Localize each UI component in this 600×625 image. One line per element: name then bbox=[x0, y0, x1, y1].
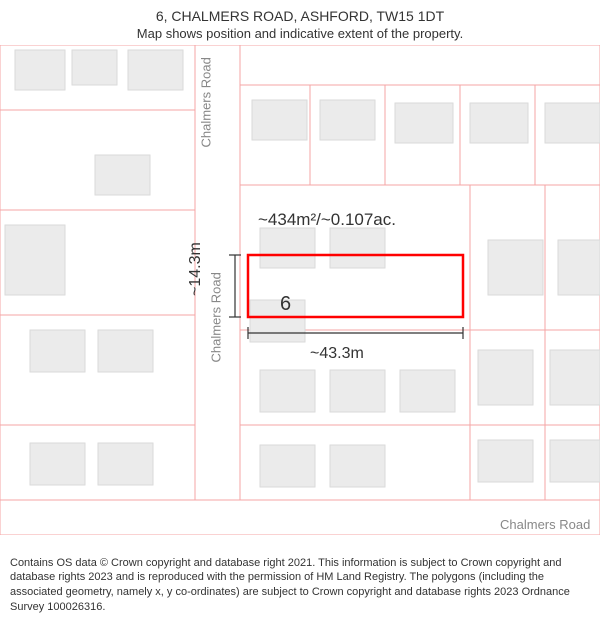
page-subtitle: Map shows position and indicative extent… bbox=[0, 26, 600, 41]
area-label: ~434m²/~0.107ac. bbox=[258, 210, 396, 230]
header: 6, CHALMERS ROAD, ASHFORD, TW15 1DT Map … bbox=[0, 0, 600, 45]
road-label-1: Chalmers Road bbox=[209, 272, 224, 362]
road-label-2: Chalmers Road bbox=[500, 517, 590, 532]
plot-number: 6 bbox=[280, 293, 291, 316]
map-svg bbox=[0, 45, 600, 535]
road-label-0: Chalmers Road bbox=[199, 57, 214, 147]
width-dimension-label: ~43.3m bbox=[310, 345, 364, 363]
height-dimension-label: ~14.3m bbox=[187, 242, 205, 296]
copyright-notice: Contains OS data © Crown copyright and d… bbox=[0, 550, 600, 625]
page-title: 6, CHALMERS ROAD, ASHFORD, TW15 1DT bbox=[0, 8, 600, 24]
property-map: Chalmers Road Chalmers Road Chalmers Road ~… bbox=[0, 45, 600, 535]
